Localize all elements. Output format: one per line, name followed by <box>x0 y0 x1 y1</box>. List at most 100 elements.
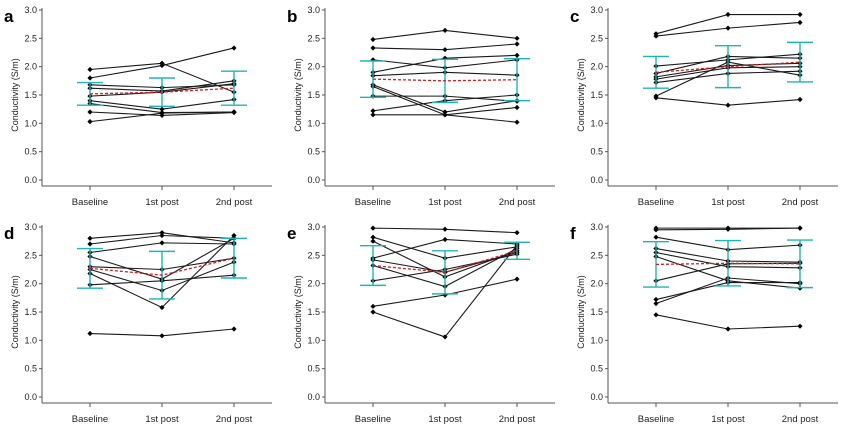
y-axis-title: Conductivity (S/m) <box>576 275 586 349</box>
x-tick-label: 1st post <box>428 197 462 208</box>
panel-c: c Conductivity (S/m) 0.0 0.5 1.0 1.5 2.0 2.5 3.0… <box>570 5 838 208</box>
subject-point <box>653 95 659 101</box>
panel-a: a Conductivity (S/m) 0.0 0.5 1.0 1.5 2.0 2.5 3.0… <box>4 5 272 208</box>
panel-letter: f <box>570 224 576 243</box>
subject-point <box>442 236 448 243</box>
x-tick-label: 2nd post <box>499 414 536 425</box>
subject-point <box>653 300 659 307</box>
subject-point <box>653 312 659 318</box>
y-tick-label: 3.0 <box>590 5 603 15</box>
subject-point <box>653 227 659 233</box>
panel-letter: b <box>287 7 297 26</box>
y-tick-label: 1.5 <box>590 90 603 100</box>
x-tick-label: 2nd post <box>782 414 819 425</box>
y-tick-label: 2.5 <box>24 33 37 43</box>
subject-point <box>87 75 93 81</box>
x-tick-label: Baseline <box>355 197 391 208</box>
y-tick-label: 1.5 <box>307 307 320 317</box>
subject-point <box>442 109 448 115</box>
x-tick-label: 2nd post <box>782 197 819 208</box>
y-tick-label: 0.0 <box>590 392 603 402</box>
panel-letter: a <box>4 7 14 26</box>
subject-point <box>725 102 731 108</box>
panel-b: b Conductivity (S/m) 0.0 0.5 1.0 1.5 2.0 2.5 3.0… <box>287 5 555 208</box>
subject-point <box>370 303 376 309</box>
subject-point <box>653 234 659 240</box>
x-tick-label: Baseline <box>638 197 674 208</box>
y-tick-label: 3.0 <box>307 222 320 232</box>
x-tick-label: 1st post <box>145 197 179 208</box>
x-tick-label: 1st post <box>711 197 745 208</box>
subject-point <box>725 25 731 31</box>
y-tick-label: 2.0 <box>307 279 320 289</box>
subject-point <box>514 276 520 282</box>
y-tick-label: 1.0 <box>307 335 320 345</box>
y-tick-label: 2.5 <box>307 250 320 260</box>
subject-point <box>797 96 803 103</box>
x-tick-label: Baseline <box>355 414 391 425</box>
subject-point <box>159 333 165 339</box>
subject-point <box>87 66 93 73</box>
y-tick-label: 0.0 <box>307 392 320 402</box>
subject-point <box>370 112 376 118</box>
subject-point <box>725 326 731 332</box>
y-axis-title: Conductivity (S/m) <box>293 275 303 349</box>
y-tick-label: 0.0 <box>24 392 37 402</box>
y-tick-label: 1.0 <box>590 335 603 345</box>
y-tick-label: 1.0 <box>24 335 37 345</box>
subject-point <box>514 35 520 41</box>
subject-point <box>159 106 165 112</box>
x-tick-label: 1st post <box>711 414 745 425</box>
y-tick-label: 0.5 <box>307 147 320 157</box>
y-tick-label: 1.0 <box>24 118 37 128</box>
mean-line <box>655 61 801 73</box>
subject-point <box>514 230 520 236</box>
subject-point <box>87 235 93 241</box>
y-axis-title: Conductivity (S/m) <box>576 58 586 132</box>
subject-point <box>442 27 448 33</box>
subject-point <box>725 226 731 232</box>
y-tick-label: 3.0 <box>590 222 603 232</box>
mean-line <box>89 87 235 95</box>
y-tick-label: 0.0 <box>24 175 37 185</box>
y-tick-label: 3.0 <box>24 222 37 232</box>
subject-point <box>442 112 448 118</box>
subject-point <box>797 323 803 329</box>
mean-line <box>655 262 801 266</box>
subject-point <box>159 110 165 116</box>
subject-point <box>725 11 731 18</box>
x-tick-label: 2nd post <box>216 197 253 208</box>
subject-point <box>514 52 520 58</box>
subject-point <box>370 309 376 315</box>
y-tick-label: 1.0 <box>307 118 320 128</box>
y-tick-label: 0.0 <box>307 175 320 185</box>
mean-line <box>372 250 518 273</box>
y-tick-label: 0.5 <box>590 147 603 157</box>
y-axis-title: Conductivity (S/m) <box>10 275 20 349</box>
subject-point <box>231 109 237 115</box>
x-tick-label: 2nd post <box>216 414 253 425</box>
subject-point <box>159 240 165 246</box>
y-tick-label: 2.0 <box>24 62 37 72</box>
y-tick-label: 0.5 <box>590 364 603 374</box>
panel-letter: c <box>570 7 579 26</box>
subject-point <box>653 33 659 39</box>
y-tick-label: 2.0 <box>307 62 320 72</box>
x-tick-label: 2nd post <box>499 197 536 208</box>
subject-point <box>159 304 165 311</box>
subject-point <box>370 238 376 244</box>
subject-point <box>231 45 237 51</box>
y-tick-label: 1.5 <box>24 307 37 317</box>
x-tick-label: Baseline <box>72 197 108 208</box>
y-tick-label: 0.0 <box>590 175 603 185</box>
subject-point <box>442 226 448 232</box>
subject-point <box>159 62 165 69</box>
x-tick-label: 1st post <box>428 414 462 425</box>
y-tick-label: 0.5 <box>24 147 37 157</box>
x-tick-label: Baseline <box>638 414 674 425</box>
subject-point <box>231 232 237 239</box>
y-axis-title: Conductivity (S/m) <box>10 58 20 132</box>
y-tick-label: 1.0 <box>590 118 603 128</box>
y-tick-label: 1.5 <box>590 307 603 317</box>
subject-point <box>514 119 520 125</box>
